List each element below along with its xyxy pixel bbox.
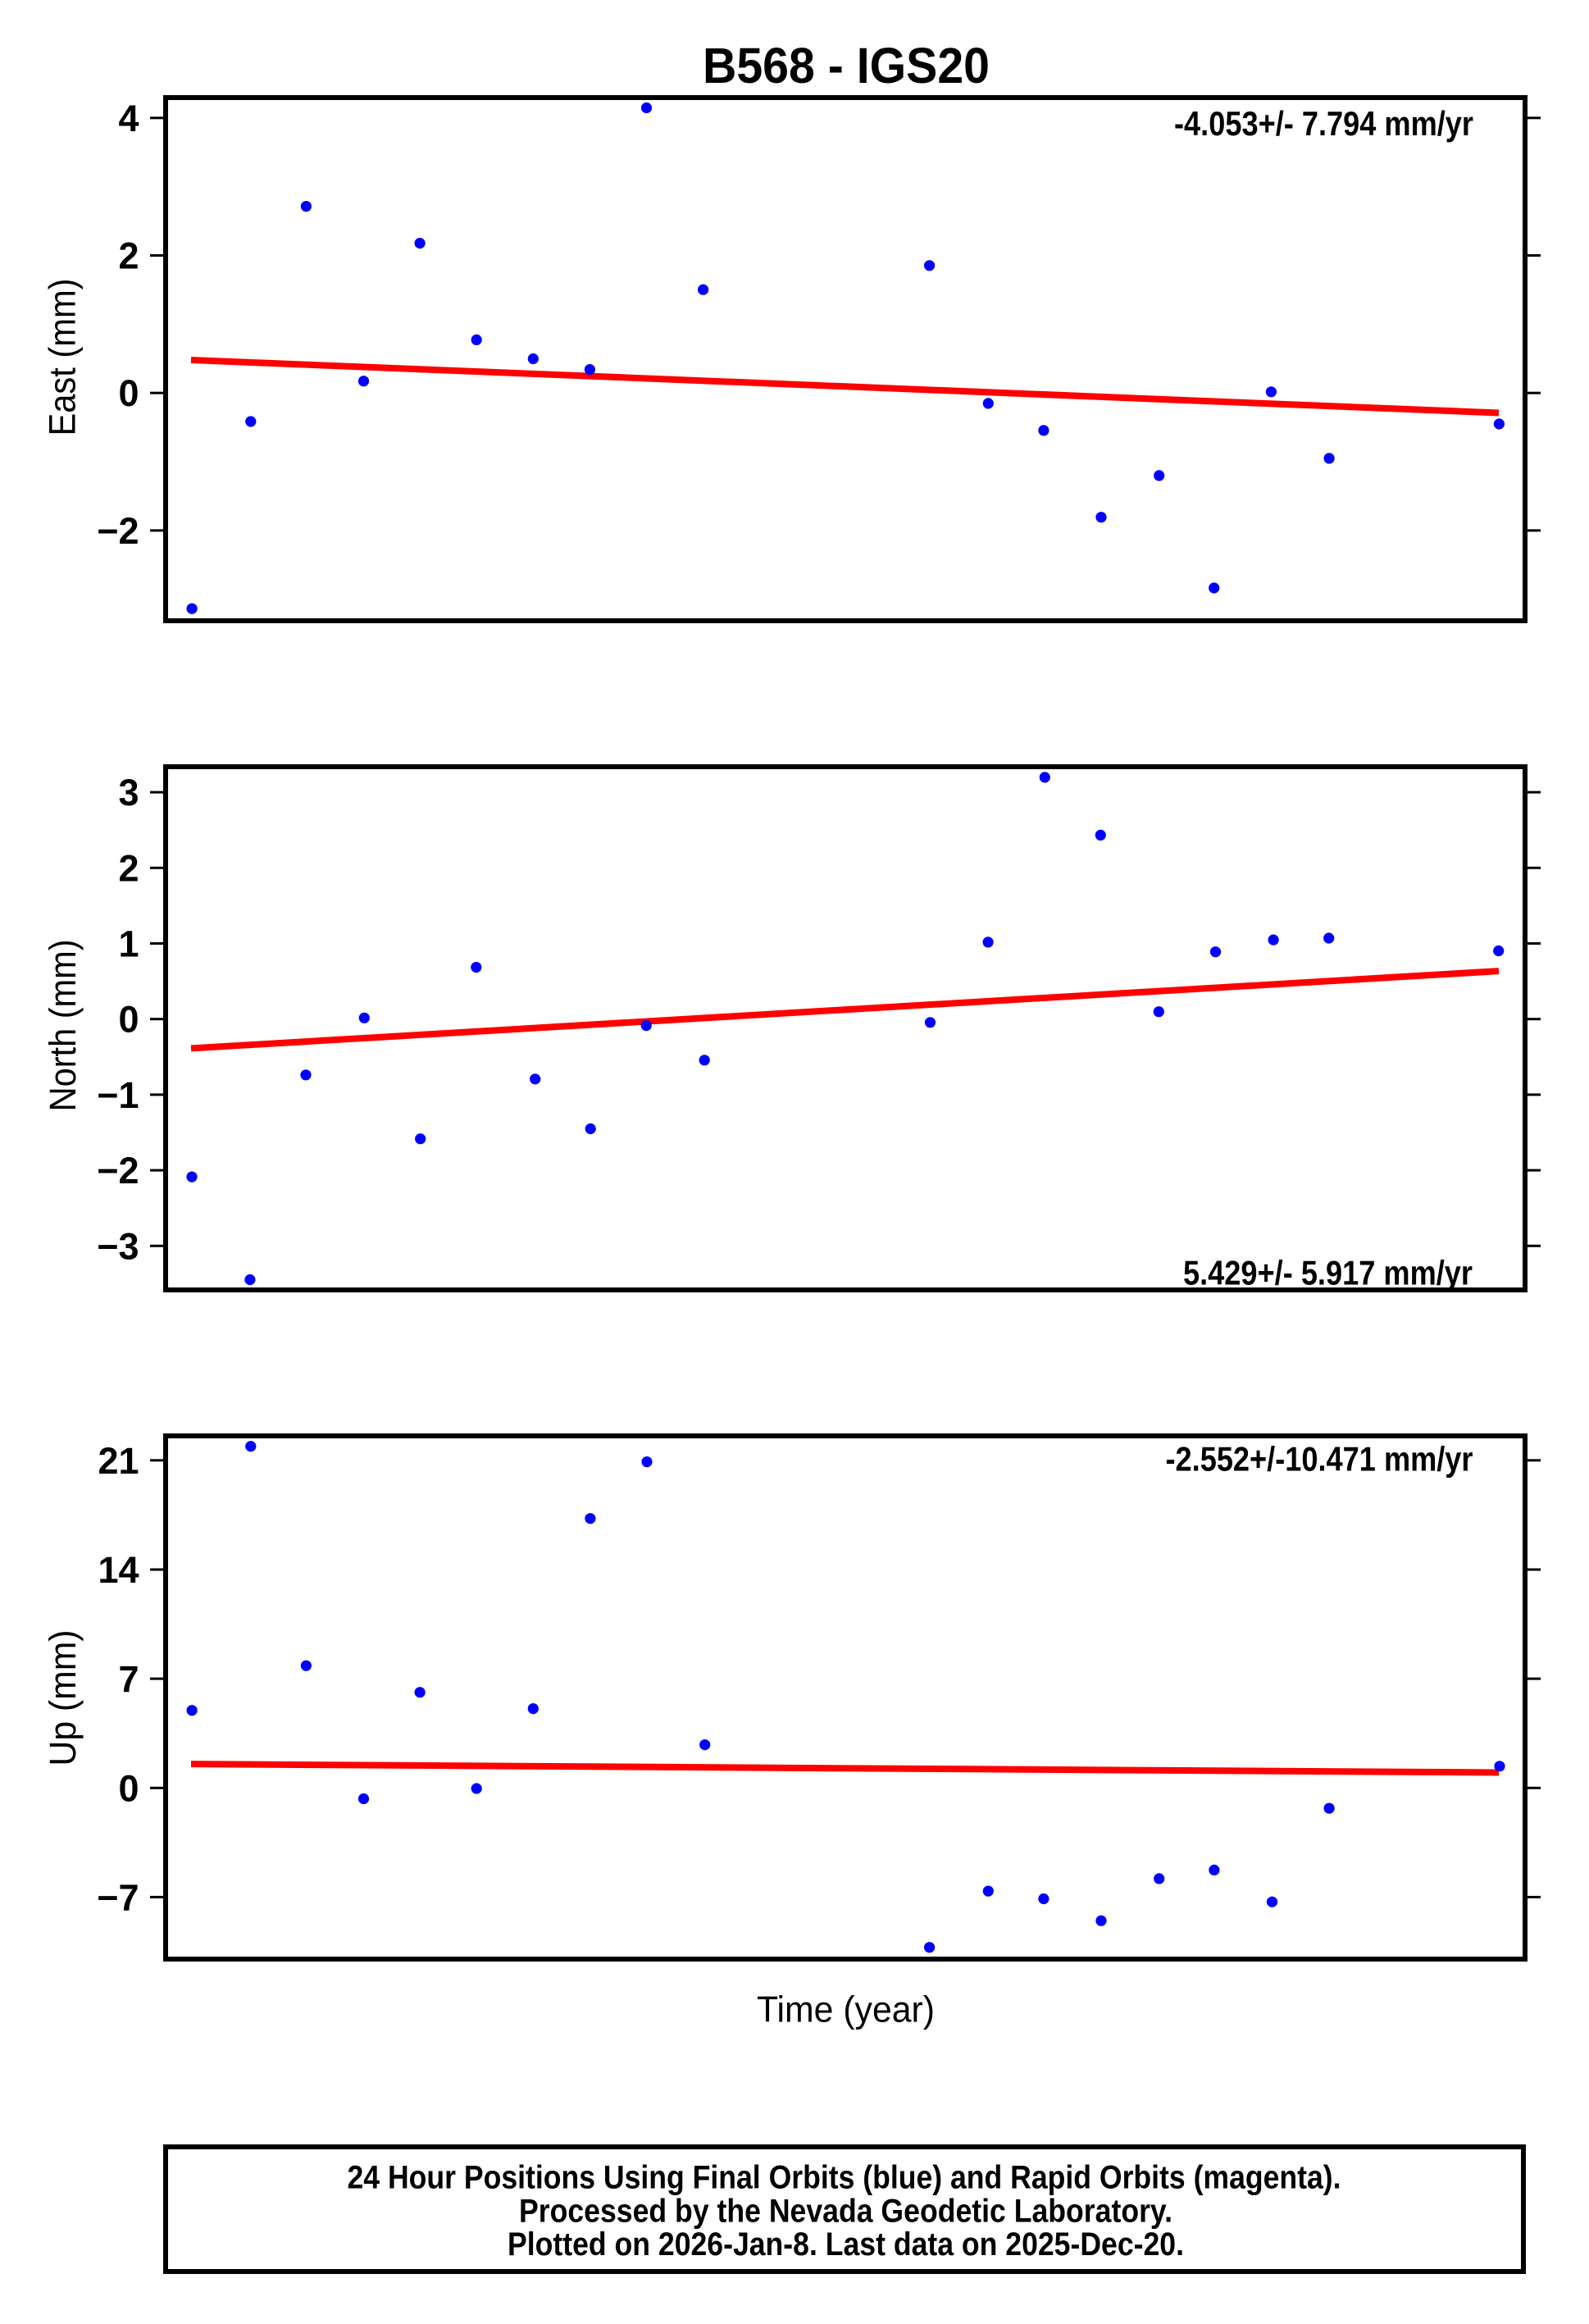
svg-text:−1: −1 <box>97 1074 139 1116</box>
svg-text:−2: −2 <box>97 510 139 552</box>
svg-text:7: 7 <box>118 1658 139 1700</box>
svg-text:1: 1 <box>118 923 139 965</box>
svg-text:−2: −2 <box>97 1150 139 1192</box>
svg-text:Processed by the Nevada Geodet: Processed by the Nevada Geodetic Laborat… <box>519 2193 1172 2229</box>
svg-text:B568 - IGS20: B568 - IGS20 <box>703 38 990 93</box>
svg-text:−3: −3 <box>97 1225 139 1267</box>
svg-text:14: 14 <box>98 1549 139 1591</box>
svg-text:-4.053+/- 7.794 mm/yr: -4.053+/- 7.794 mm/yr <box>1174 104 1473 143</box>
svg-text:−7: −7 <box>97 1876 139 1918</box>
svg-text:-2.552+/-10.471 mm/yr: -2.552+/-10.471 mm/yr <box>1166 1439 1473 1478</box>
svg-text:21: 21 <box>98 1440 139 1482</box>
svg-text:2: 2 <box>118 847 139 889</box>
svg-text:East (mm): East (mm) <box>42 279 84 436</box>
svg-text:2: 2 <box>118 235 139 277</box>
svg-text:0: 0 <box>118 1767 139 1809</box>
svg-text:Time (year): Time (year) <box>757 1990 935 2030</box>
svg-text:4: 4 <box>118 98 139 139</box>
svg-text:Plotted on 2026-Jan-8. Last da: Plotted on 2026-Jan-8. Last data on 2025… <box>508 2226 1184 2262</box>
svg-text:24 Hour Positions Using Final: 24 Hour Positions Using Final Orbits (bl… <box>348 2160 1341 2196</box>
svg-text:North (mm): North (mm) <box>42 939 84 1111</box>
svg-text:5.429+/- 5.917 mm/yr: 5.429+/- 5.917 mm/yr <box>1183 1253 1473 1292</box>
svg-text:Up (mm): Up (mm) <box>42 1630 84 1766</box>
svg-text:0: 0 <box>118 999 139 1041</box>
svg-text:3: 3 <box>118 772 139 813</box>
svg-text:0: 0 <box>118 372 139 414</box>
